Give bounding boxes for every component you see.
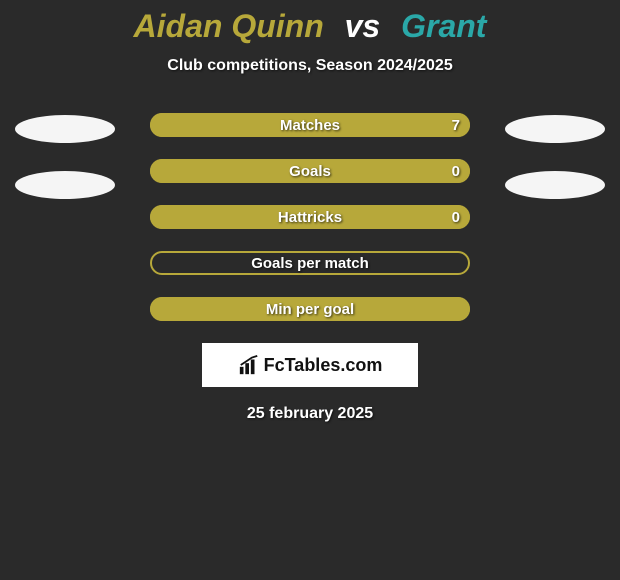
logo-text: FcTables.com [264,355,383,376]
right-avatar-column [500,113,610,199]
avatar-placeholder [505,171,605,199]
stat-bar-label: Matches [150,113,470,137]
date-line: 25 february 2025 [0,405,620,423]
stat-bar-value: 0 [452,205,460,229]
stat-bar: Goals per match [150,251,470,275]
stat-bar-label: Min per goal [150,297,470,321]
stat-bar: Min per goal [150,297,470,321]
stat-bar: Hattricks0 [150,205,470,229]
stat-bar-label: Goals [150,159,470,183]
page-title: Aidan Quinn vs Grant [0,8,620,45]
title-vs: vs [345,8,381,44]
avatar-placeholder [15,115,115,143]
bar-chart-icon [238,354,260,376]
stat-bar-label: Hattricks [150,205,470,229]
stat-bar-label: Goals per match [150,251,470,275]
title-player1: Aidan Quinn [134,8,324,44]
comparison-infographic: Aidan Quinn vs Grant Club competitions, … [0,0,620,423]
subtitle: Club competitions, Season 2024/2025 [0,57,620,75]
avatar-placeholder [15,171,115,199]
stat-bar: Goals0 [150,159,470,183]
stat-bars-column: Matches7Goals0Hattricks0Goals per matchM… [130,113,490,321]
title-player2: Grant [401,8,486,44]
stats-area: Matches7Goals0Hattricks0Goals per matchM… [0,113,620,321]
stat-bar: Matches7 [150,113,470,137]
stat-bar-value: 0 [452,159,460,183]
left-avatar-column [10,113,120,199]
stat-bar-value: 7 [452,113,460,137]
avatar-placeholder [505,115,605,143]
source-logo: FcTables.com [202,343,418,387]
